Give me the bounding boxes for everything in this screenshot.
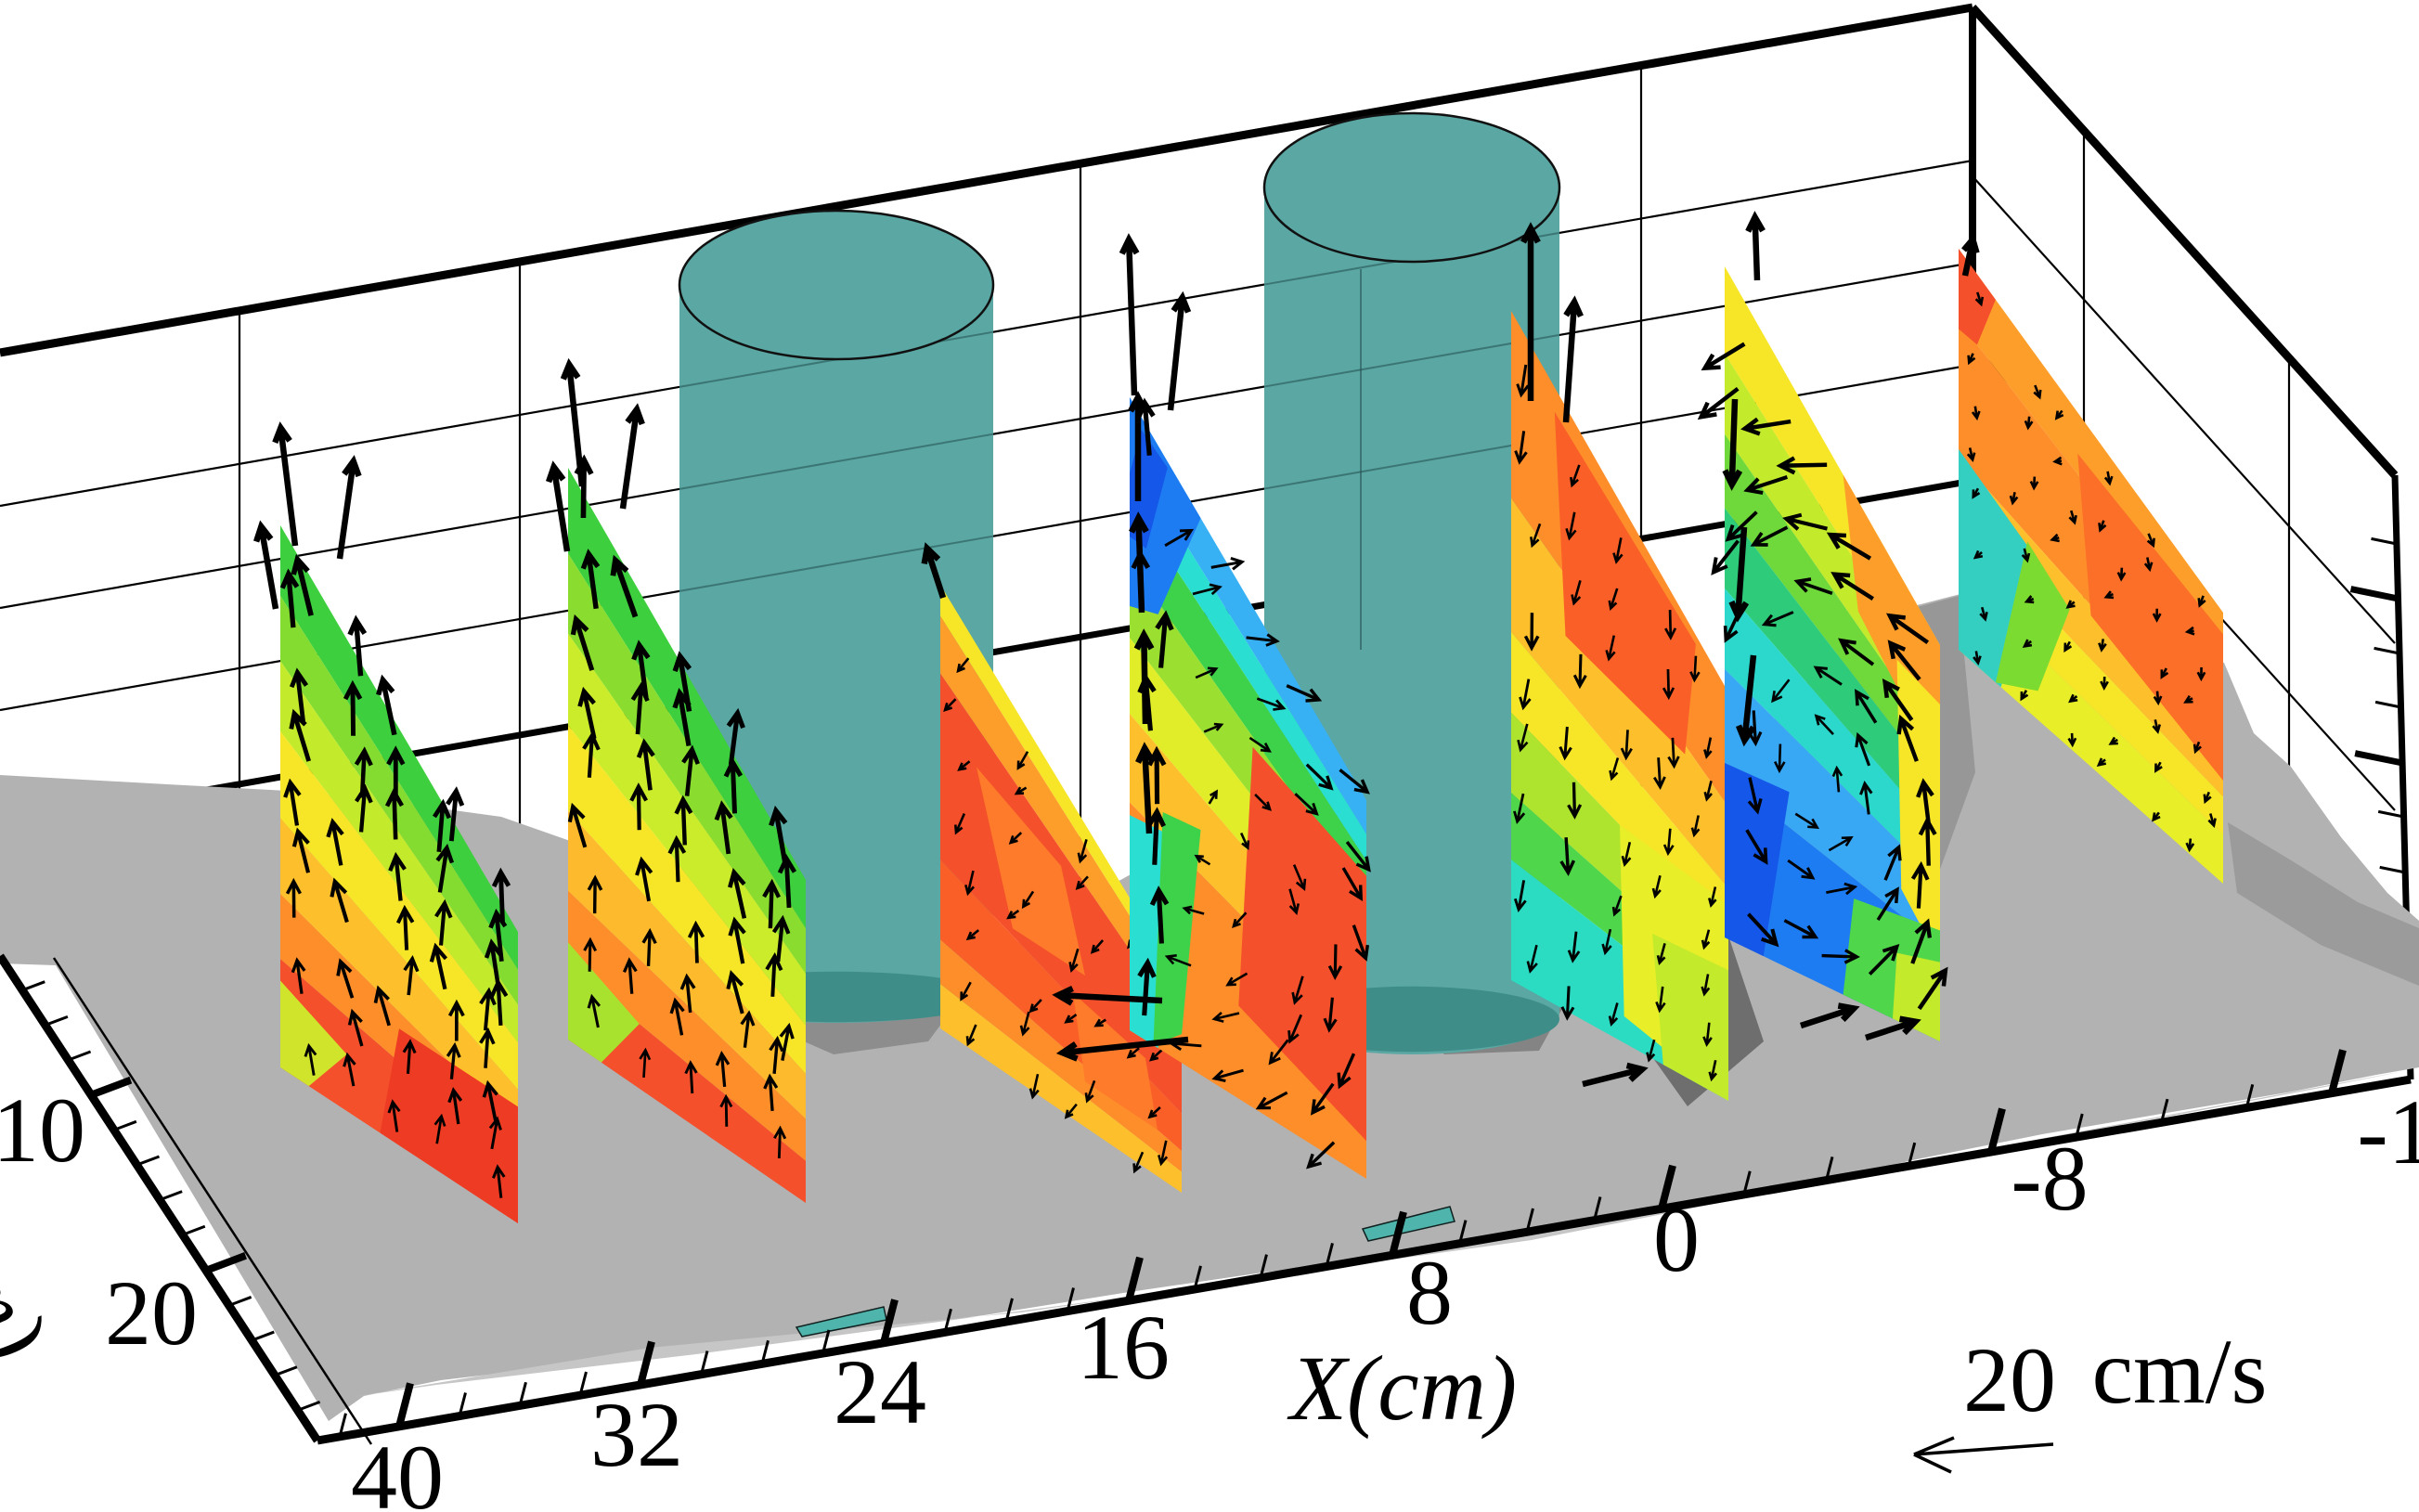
x-tick-label-0: 0 (1653, 1188, 1700, 1291)
x-tick-label-16: 16 (1077, 1296, 1170, 1399)
y-axis (0, 953, 373, 1445)
scale-arrow-glyph (1913, 1436, 2054, 1474)
x-tick-label-32: 32 (590, 1383, 683, 1486)
slice-2 (546, 357, 806, 1203)
slice-6 (1697, 211, 1948, 1041)
x-tick-label-24: 24 (834, 1340, 926, 1443)
slice-4 (1052, 233, 1371, 1179)
x-tick-label-40: 40 (351, 1426, 444, 1512)
y-tick-label-20: 20 (105, 1261, 198, 1364)
x-axis (317, 1049, 2412, 1445)
scale-unit: cm/s (2091, 1320, 2268, 1423)
x-axis-title: X(cm) (1289, 1337, 1518, 1440)
x-tick-label-neg8: -8 (2011, 1127, 2089, 1230)
x-tick-label-neg16-clipped: -16 (2357, 1080, 2419, 1183)
y-tick-label-10: 10 (0, 1079, 85, 1182)
scale-value: 20 (1963, 1328, 2056, 1431)
slice-3 (921, 542, 1182, 1193)
slice-7 (1959, 233, 2223, 884)
slice-1 (253, 421, 518, 1223)
x-tick-label-8: 8 (1406, 1241, 1453, 1344)
slice-5 (1511, 222, 1728, 1101)
